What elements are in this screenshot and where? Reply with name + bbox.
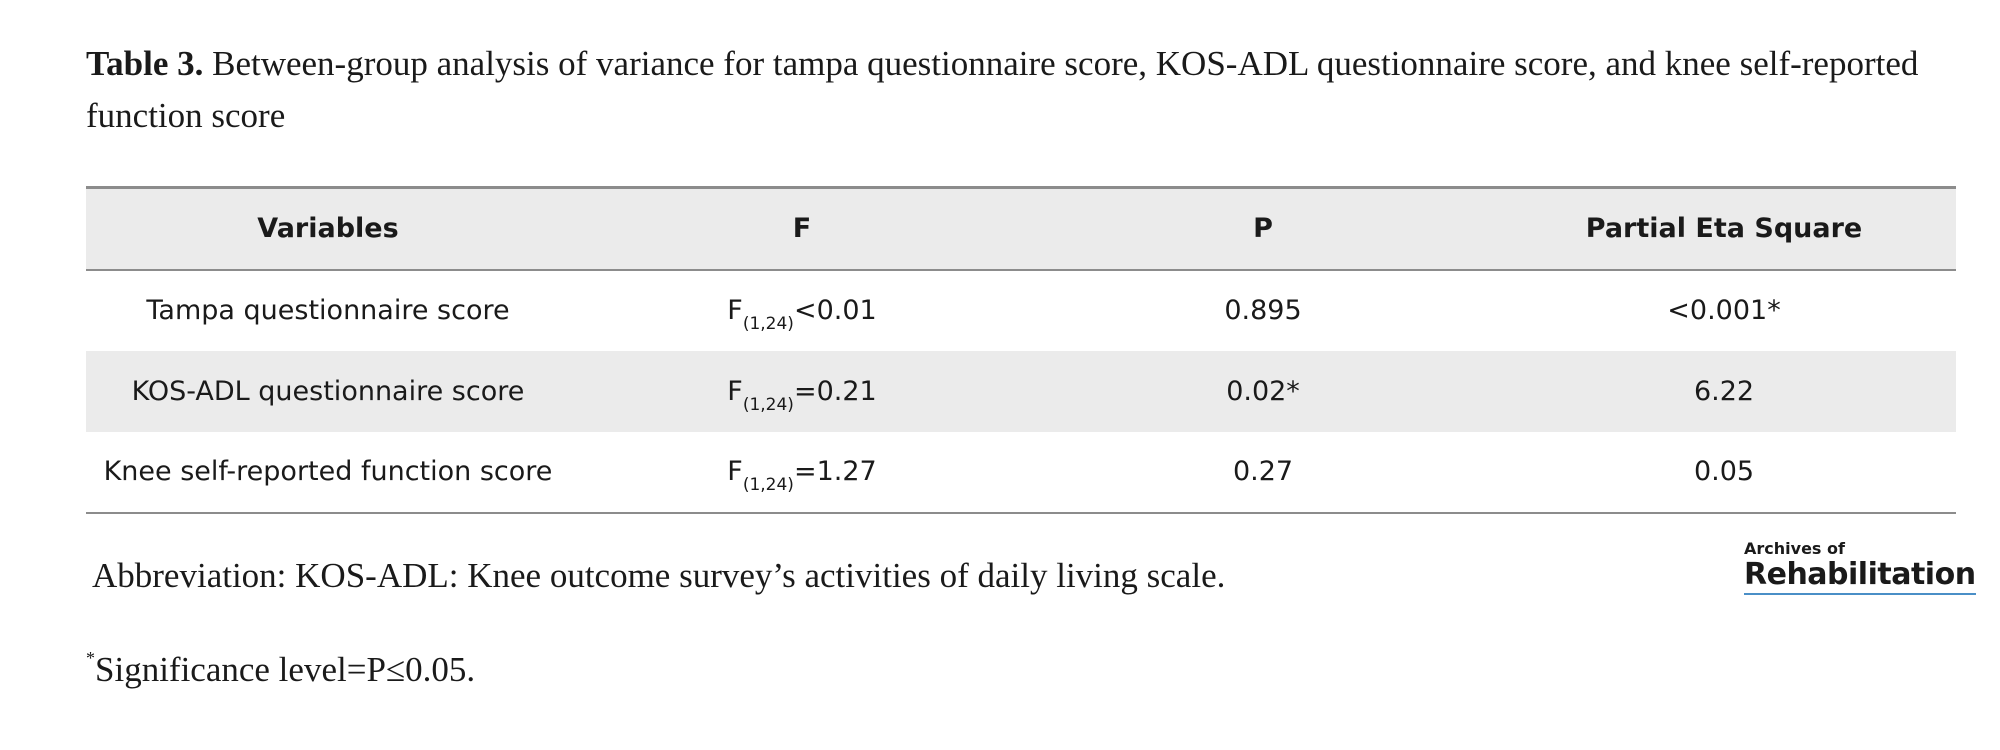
logo-line-rehabilitation: Rehabilitation bbox=[1744, 558, 1976, 595]
cell-p: 0.27 bbox=[1232, 456, 1294, 487]
f-degrees-of-freedom: (1,24) bbox=[742, 394, 794, 415]
header-variables: Variables bbox=[257, 213, 399, 245]
significance-text: Significance level=P≤0.05. bbox=[95, 650, 476, 689]
cell-f: F(1,24)=1.27 bbox=[570, 432, 1034, 513]
cell-variable: KOS-ADL questionnaire score bbox=[131, 375, 525, 407]
header-partial-eta-square: Partial Eta Square bbox=[1585, 213, 1863, 245]
significance-mark: * bbox=[86, 648, 95, 669]
cell-p: 0.895 bbox=[1224, 295, 1302, 326]
significance-note: *Significance level=P≤0.05. bbox=[86, 648, 476, 690]
table-row: Knee self-reported function score F(1,24… bbox=[86, 432, 1956, 513]
journal-logo: Archives of Rehabilitation bbox=[1744, 539, 1976, 595]
logo-line-archives: Archives of bbox=[1744, 539, 1845, 558]
cell-eta: 0.05 bbox=[1693, 456, 1755, 487]
f-value: =0.21 bbox=[793, 375, 877, 407]
f-symbol: F bbox=[727, 295, 743, 326]
anova-table: Variables F P Partial Eta Square Tampa q… bbox=[86, 186, 1956, 514]
f-value: =1.27 bbox=[793, 456, 877, 487]
cell-f: F(1,24)<0.01 bbox=[570, 270, 1034, 351]
table-caption: Table 3. Between-group analysis of varia… bbox=[86, 38, 1956, 142]
f-value: <0.01 bbox=[793, 295, 877, 326]
cell-f: F(1,24)=0.21 bbox=[570, 351, 1034, 432]
cell-variable: Tampa questionnaire score bbox=[146, 295, 510, 326]
header-p: P bbox=[1253, 213, 1273, 245]
cell-variable: Knee self-reported function score bbox=[103, 456, 553, 487]
table-row: KOS-ADL questionnaire score F(1,24)=0.21… bbox=[86, 350, 1956, 432]
table-caption-text: Between-group analysis of variance for t… bbox=[86, 44, 1919, 135]
cell-eta: <0.001* bbox=[1667, 295, 1781, 326]
table-row: Tampa questionnaire score F(1,24)<0.01 0… bbox=[86, 270, 1956, 351]
cell-eta: 6.22 bbox=[1693, 375, 1755, 407]
header-f: F bbox=[792, 213, 812, 245]
abbreviation-note: Abbreviation: KOS-ADL: Knee outcome surv… bbox=[92, 556, 1226, 595]
table-header-row: Variables F P Partial Eta Square bbox=[86, 187, 1956, 270]
cell-p: 0.02* bbox=[1226, 375, 1300, 407]
table-label: Table 3. bbox=[86, 44, 204, 83]
f-symbol: F bbox=[727, 456, 743, 487]
f-degrees-of-freedom: (1,24) bbox=[742, 314, 794, 334]
f-symbol: F bbox=[727, 375, 743, 407]
f-degrees-of-freedom: (1,24) bbox=[742, 475, 794, 495]
